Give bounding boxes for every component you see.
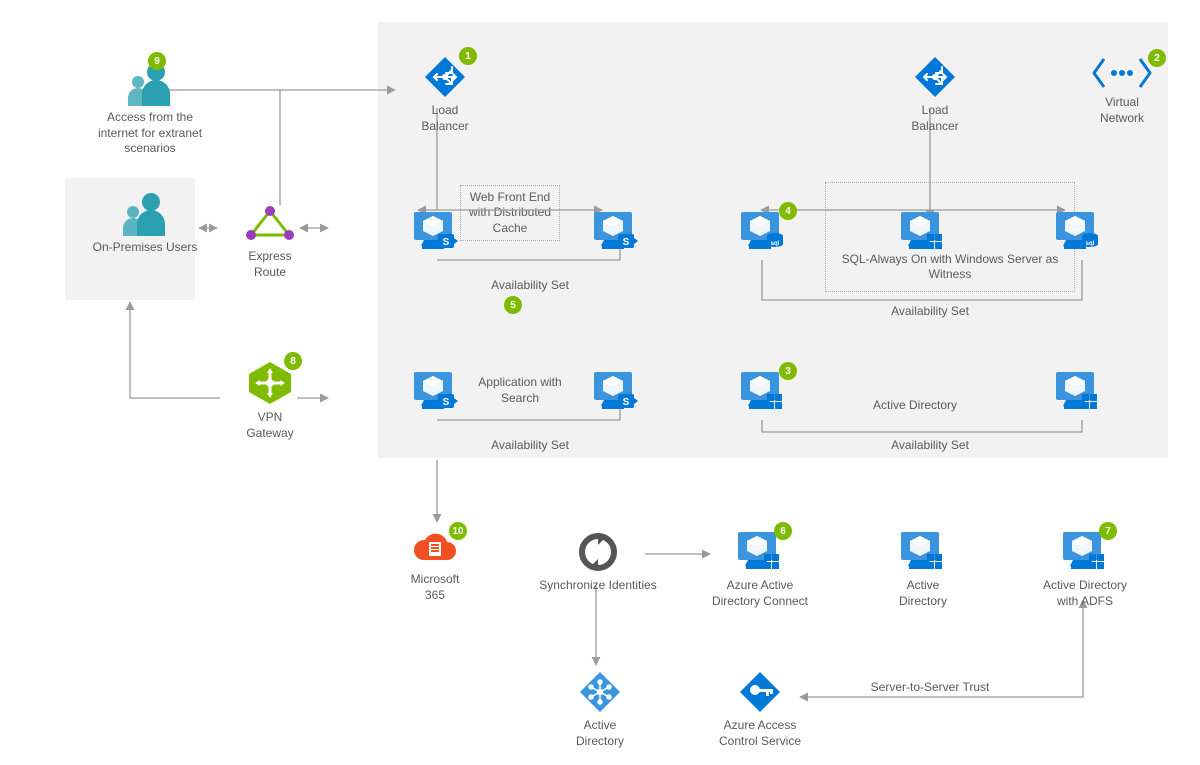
sync-label: Synchronize Identities xyxy=(538,578,658,594)
vm-icon: S xyxy=(588,210,644,254)
virtual-network-node: Virtual Network xyxy=(1090,55,1154,126)
vm-icon: sql xyxy=(1050,210,1106,254)
availability-set-3-label: Availability Set xyxy=(480,438,580,454)
aad-diamond-icon xyxy=(578,670,622,714)
badge-1: 1 xyxy=(459,47,477,65)
load-balancer-2-node: Load Balancer xyxy=(905,55,965,134)
acs-label: Azure Access Control Service xyxy=(700,718,820,749)
acs-node: Azure Access Control Service xyxy=(700,670,820,749)
vm-sharepoint-4-node: S xyxy=(588,370,644,414)
sync-identities-node: Synchronize Identities xyxy=(538,530,658,594)
vm-icon: S xyxy=(588,370,644,414)
express-route-icon xyxy=(243,205,297,245)
badge-6: 6 xyxy=(774,522,792,540)
vpn-gateway-node: VPN Gateway xyxy=(240,360,300,441)
availability-set-4-label: Availability Set xyxy=(880,438,980,454)
load-balancer-1-node: Load Balancer xyxy=(415,55,475,134)
availability-set-1-label: Availability Set xyxy=(480,278,580,294)
badge-10: 10 xyxy=(449,522,467,540)
svg-text:S: S xyxy=(443,237,450,248)
vm-icon: S xyxy=(408,370,464,414)
active-directory-node: Active Directory xyxy=(895,530,951,609)
vm-icon xyxy=(1050,370,1106,414)
badge-5: 5 xyxy=(504,296,522,314)
internet-users-node: Access from the internet for extranet sc… xyxy=(90,60,210,157)
aad-connect-node: Azure Active Directory Connect xyxy=(700,530,820,609)
sync-icon xyxy=(576,530,620,574)
badge-2: 2 xyxy=(1148,49,1166,67)
vm-icon: S xyxy=(408,210,464,254)
users-icon xyxy=(119,190,171,236)
badge-7: 7 xyxy=(1099,522,1117,540)
vm-ad-2-node xyxy=(1050,370,1106,414)
load-balancer-icon xyxy=(913,55,957,99)
adBottom-label: Active Directory xyxy=(895,578,951,609)
m365-node: Microsoft 365 xyxy=(405,530,465,603)
badge-3: 3 xyxy=(779,362,797,380)
availability-set-2-label: Availability Set xyxy=(880,304,980,320)
wfe-box-label: Web Front End with Distributed Cache xyxy=(467,190,553,237)
m365-label: Microsoft 365 xyxy=(405,572,465,603)
badge-8: 8 xyxy=(284,352,302,370)
vpnGateway-label: VPN Gateway xyxy=(240,410,300,441)
vm-sharepoint-2-node: S xyxy=(588,210,644,254)
aad-diamond-node: Active Directory xyxy=(570,670,630,749)
svg-text:sql: sql xyxy=(1086,241,1095,247)
expressRoute-label: Express Route xyxy=(240,249,300,280)
badge-9: 9 xyxy=(148,52,166,70)
svg-text:sql: sql xyxy=(771,241,780,247)
adfs-node: Active Directory with ADFS xyxy=(1025,530,1145,609)
server-trust-label: Server-to-Server Trust xyxy=(850,680,1010,696)
wfe-box: Web Front End with Distributed Cache xyxy=(460,185,560,241)
svg-text:S: S xyxy=(623,237,630,248)
sql-alwayson-label: SQL-Always On with Windows Server as Wit… xyxy=(832,252,1068,283)
svg-text:S: S xyxy=(623,397,630,408)
vm-sharepoint-3-node: S xyxy=(408,370,464,414)
acs-diamond-icon xyxy=(738,670,782,714)
aadConnect-label: Azure Active Directory Connect xyxy=(700,578,820,609)
badge-4: 4 xyxy=(779,202,797,220)
vnet-label: Virtual Network xyxy=(1090,95,1154,126)
aadDiamond-label: Active Directory xyxy=(570,718,630,749)
vm-icon xyxy=(895,210,951,254)
svg-text:S: S xyxy=(443,397,450,408)
express-route-node: Express Route xyxy=(240,205,300,280)
vm-sql-2-node: sql xyxy=(1050,210,1106,254)
vm-sharepoint-1-node: S xyxy=(408,210,464,254)
internetUsers-label: Access from the internet for extranet sc… xyxy=(90,110,210,157)
active-directory-mid-label: Active Directory xyxy=(855,398,975,414)
lb2-label: Load Balancer xyxy=(905,103,965,134)
onpremUsers-label: On-Premises Users xyxy=(90,240,200,256)
vm-windows-witness-node xyxy=(895,210,951,254)
app-search-label: Application with Search xyxy=(475,375,565,406)
adfs-label: Active Directory with ADFS xyxy=(1025,578,1145,609)
onprem-users-node: On-Premises Users xyxy=(90,190,200,256)
lb1-label: Load Balancer xyxy=(415,103,475,134)
virtual-network-icon xyxy=(1090,55,1154,91)
vm-icon xyxy=(895,530,951,574)
